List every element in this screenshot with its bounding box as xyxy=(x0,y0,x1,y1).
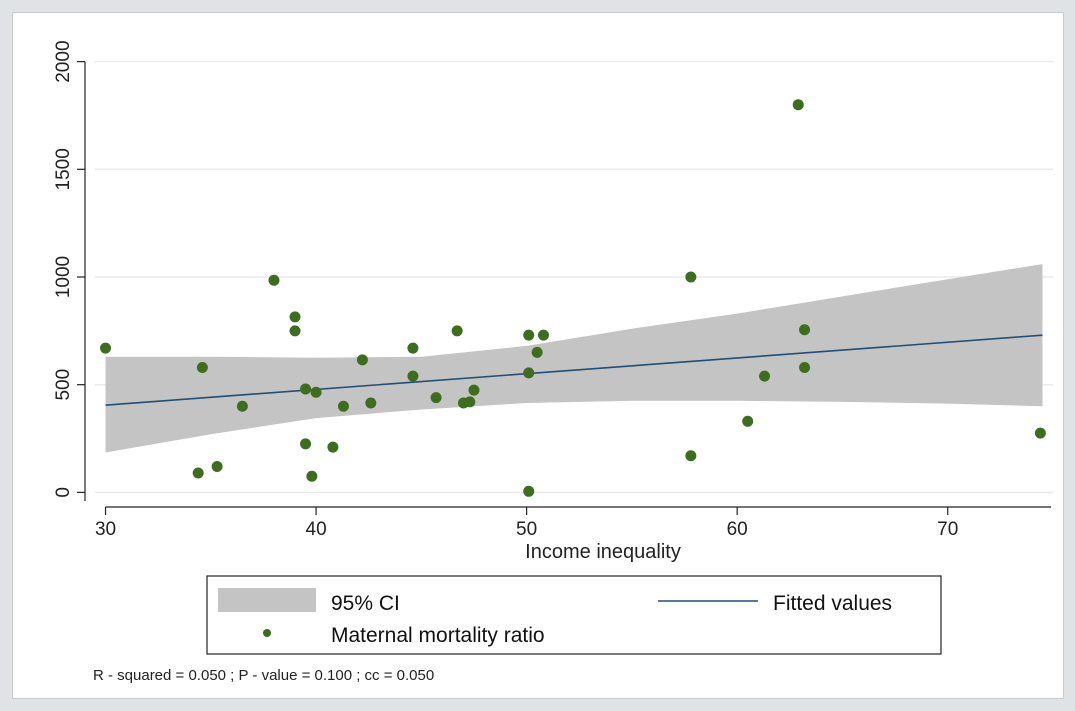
legend-points-label: Maternal mortality ratio xyxy=(331,624,545,647)
data-point xyxy=(523,329,535,341)
scatter-chart: 0 500 1000 1500 2000 30 40 50 60 70 Income inequa… xyxy=(53,40,1053,684)
data-point xyxy=(211,461,223,473)
y-tick-label: 1500 xyxy=(53,148,74,190)
data-point xyxy=(799,361,811,373)
data-point xyxy=(268,274,280,286)
data-point xyxy=(464,396,476,408)
data-point xyxy=(468,384,480,396)
y-tick-label: 2000 xyxy=(53,40,74,82)
data-point xyxy=(1034,427,1046,439)
data-points xyxy=(100,99,1046,497)
x-tick-label: 60 xyxy=(727,519,748,540)
data-point xyxy=(289,311,301,323)
y-tick-label: 500 xyxy=(53,369,74,401)
legend-box xyxy=(206,575,942,655)
data-point xyxy=(523,485,535,497)
legend: 95% CI Fitted values Maternal mortality … xyxy=(206,575,942,655)
fitted-line xyxy=(105,334,1043,406)
fit-line-group xyxy=(105,334,1043,406)
legend-points-marker xyxy=(263,629,271,637)
data-point xyxy=(407,370,419,382)
data-point xyxy=(799,324,811,336)
data-point xyxy=(300,383,312,395)
data-point xyxy=(192,467,204,479)
x-tick-label: 40 xyxy=(306,519,327,540)
data-point xyxy=(759,370,771,382)
data-point xyxy=(100,342,112,354)
data-point xyxy=(306,470,318,482)
chart-panel: 0 500 1000 1500 2000 30 40 50 60 70 Income inequa… xyxy=(12,12,1064,699)
stats-note: R - squared = 0.050 ; P - value = 0.100 … xyxy=(93,667,434,684)
y-tick-label: 0 xyxy=(53,487,74,498)
data-point xyxy=(451,325,463,337)
data-point xyxy=(537,329,549,341)
legend-fit-label: Fitted values xyxy=(773,592,892,615)
data-point xyxy=(685,271,697,283)
data-point xyxy=(531,346,543,358)
data-point xyxy=(407,342,419,354)
legend-ci-label: 95% CI xyxy=(331,592,400,615)
data-point xyxy=(327,441,339,453)
data-point xyxy=(356,354,368,366)
data-point xyxy=(236,400,248,412)
x-tick-label: 50 xyxy=(516,519,537,540)
data-point xyxy=(337,400,349,412)
data-point xyxy=(792,99,804,111)
legend-ci-swatch xyxy=(218,588,316,612)
data-point xyxy=(365,397,377,409)
data-point xyxy=(300,438,312,450)
data-point xyxy=(523,367,535,379)
data-point xyxy=(196,361,208,373)
data-point xyxy=(685,450,697,462)
axes: 0 500 1000 1500 2000 30 40 50 60 70 xyxy=(53,40,1051,540)
x-tick-label: 70 xyxy=(937,519,958,540)
x-axis-title: Income inequality xyxy=(525,541,681,563)
x-tick-label: 30 xyxy=(95,519,116,540)
data-point xyxy=(430,392,442,404)
y-tick-label: 1000 xyxy=(53,256,74,298)
data-point xyxy=(310,386,322,398)
data-point xyxy=(742,415,754,427)
data-point xyxy=(289,325,301,337)
